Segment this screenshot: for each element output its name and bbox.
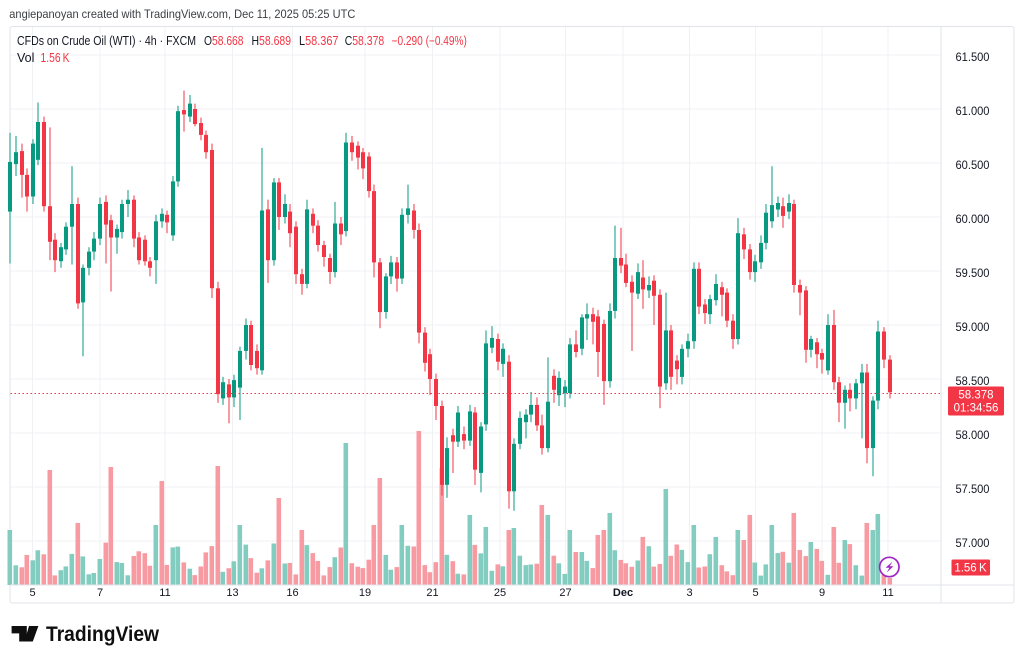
svg-text:60.000: 60.000 [956,214,990,226]
svg-text:H58.689: H58.689 [252,34,292,48]
svg-text:angiepanoyan created with Trad: angiepanoyan created with TradingView.co… [9,7,355,21]
svg-text:CFDs on Crude Oil (WTI) · 4h ·: CFDs on Crude Oil (WTI) · 4h · FXCM [17,34,196,48]
svg-text:59.500: 59.500 [956,268,990,280]
svg-text:5: 5 [752,587,758,599]
svg-text:61.000: 61.000 [956,106,990,118]
svg-text:L58.367: L58.367 [299,34,339,48]
svg-text:58.500: 58.500 [956,376,990,388]
svg-text:21: 21 [426,587,438,599]
svg-text:16: 16 [286,587,298,599]
svg-text:5: 5 [29,587,35,599]
svg-text:25: 25 [494,587,506,599]
svg-text:58.000: 58.000 [956,430,990,442]
svg-text:61.500: 61.500 [956,52,990,64]
svg-text:11: 11 [159,587,170,599]
svg-text:3: 3 [686,587,692,599]
svg-text:27: 27 [559,587,571,599]
svg-text:O58.668: O58.668 [204,34,244,48]
svg-text:1.56 K: 1.56 K [41,51,71,65]
svg-text:11: 11 [882,587,893,599]
svg-text:13: 13 [226,587,238,599]
svg-text:01:34:56: 01:34:56 [954,402,999,414]
svg-text:TradingView: TradingView [46,622,159,646]
svg-text:57.500: 57.500 [956,484,990,496]
svg-text:−0.290 (−0.49%): −0.290 (−0.49%) [392,34,467,48]
svg-text:Dec: Dec [613,587,633,599]
svg-text:C58.378: C58.378 [345,34,385,48]
svg-text:58.378: 58.378 [958,389,993,401]
svg-text:57.000: 57.000 [956,538,990,550]
svg-text:7: 7 [97,587,103,599]
svg-text:19: 19 [359,587,371,599]
svg-text:59.000: 59.000 [956,322,990,334]
svg-text:60.500: 60.500 [956,160,990,172]
svg-text:1.56 K: 1.56 K [954,562,987,574]
svg-text:Vol: Vol [17,51,34,65]
svg-text:9: 9 [819,587,825,599]
